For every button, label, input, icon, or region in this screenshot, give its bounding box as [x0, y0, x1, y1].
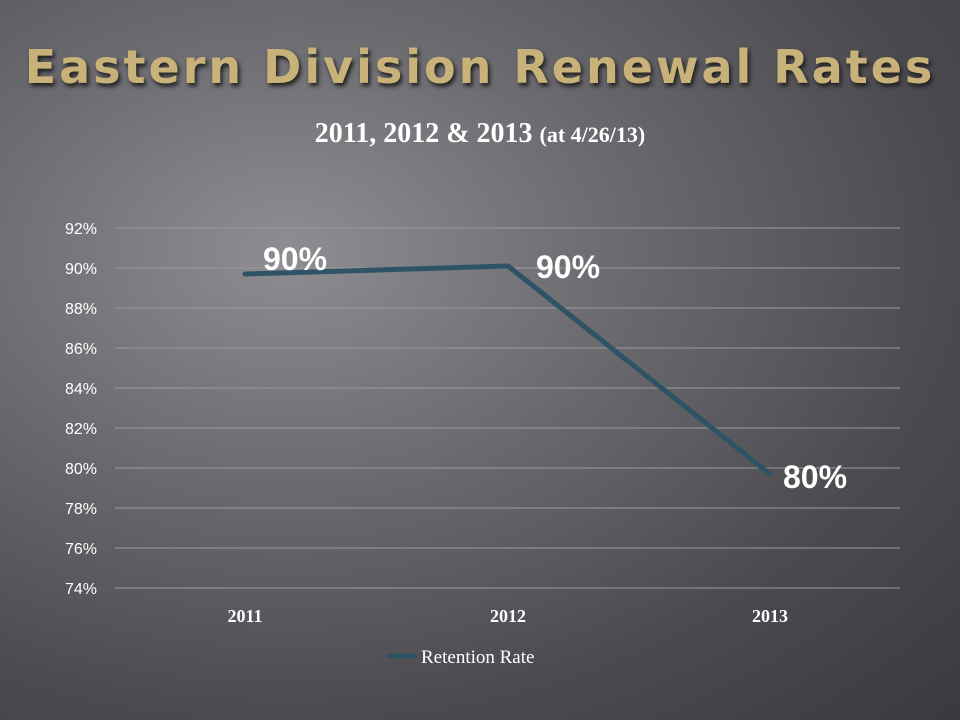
y-tick-label: 88% [65, 301, 97, 318]
y-tick-label: 80% [65, 461, 97, 478]
x-tick-label: 2013 [752, 606, 788, 626]
y-tick-label: 86% [65, 341, 97, 358]
data-labels: 90% 90% 80% [263, 241, 847, 495]
y-tick-label: 90% [65, 261, 97, 278]
legend-label-retention-rate: Retention Rate [421, 647, 534, 668]
x-tick-label: 2011 [227, 606, 262, 626]
y-tick-label: 74% [65, 581, 97, 598]
y-tick-label: 82% [65, 421, 97, 438]
chart-title-main: 2011, 2012 & 2013 [314, 118, 533, 149]
y-tick-label: 78% [65, 501, 97, 518]
y-tick-label: 92% [65, 221, 97, 238]
series-retention-rate [242, 263, 773, 477]
series-line-retention-rate [242, 263, 773, 477]
x-axis: 2011 2012 2013 [227, 606, 788, 626]
slide-title: Eastern Division Renewal Rates [24, 40, 936, 94]
data-label: 90% [536, 249, 600, 285]
y-tick-label: 84% [65, 381, 97, 398]
chart-gridlines [115, 227, 900, 589]
chart-title-note: (at 4/26/13) [539, 122, 646, 147]
y-tick-label: 76% [65, 541, 97, 558]
data-label: 80% [783, 459, 847, 495]
y-axis: 74% 76% 78% 80% 82% 84% 86% 88% 90% 92% [65, 221, 97, 598]
legend: Retention Rate [387, 647, 534, 668]
x-tick-label: 2012 [490, 606, 526, 626]
data-label: 90% [263, 241, 327, 277]
chart-title: 2011, 2012 & 2013 (at 4/26/13) [0, 118, 960, 150]
